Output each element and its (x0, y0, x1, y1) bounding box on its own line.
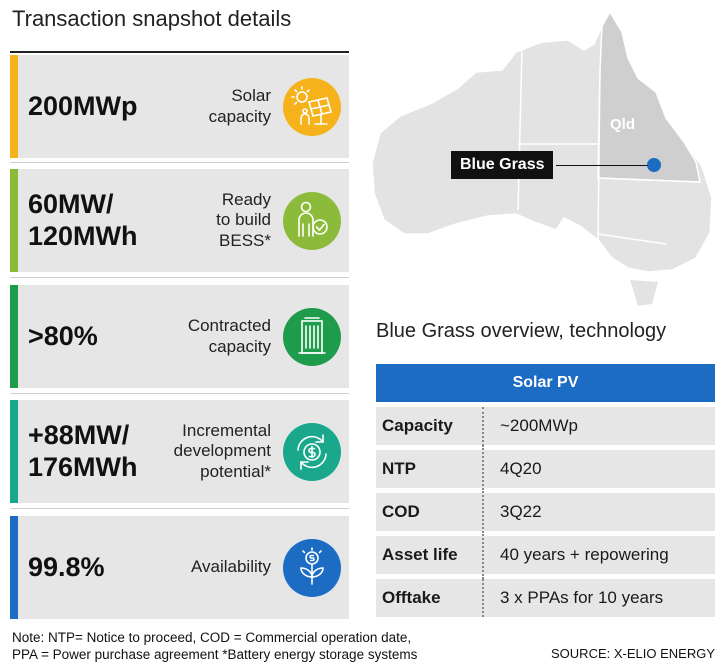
card-divider (10, 508, 349, 509)
stat-label: Solar capacity (208, 86, 271, 126)
row-value: 3 x PPAs for 10 years (500, 588, 664, 607)
row-value: 40 years + repowering (500, 545, 669, 564)
column-divider (482, 574, 484, 617)
card-accent-bar (10, 169, 18, 272)
stat-label: Contracted capacity (187, 316, 271, 356)
australia-map (366, 8, 721, 313)
site-leader-line (556, 165, 648, 166)
site-label: Blue Grass (451, 151, 554, 179)
solar-panel-icon (283, 77, 341, 136)
row-key: Offtake (382, 588, 441, 607)
row-key: NTP (382, 459, 416, 478)
table-row: Offtake 3 x PPAs for 10 years (376, 574, 715, 617)
stat-card-contracted-capacity: >80% Contracted capacity (10, 285, 349, 388)
overview-table: Solar PV Capacity ~200MWp NTP 4Q20 COD 3… (376, 364, 715, 617)
card-accent-bar (10, 516, 18, 619)
table-header: Solar PV (376, 364, 715, 402)
column-divider (482, 445, 484, 493)
queensland-region (597, 10, 701, 183)
stat-value: 200MWp (28, 90, 138, 121)
stat-label: Incremental development potential* (173, 421, 271, 481)
card-divider (10, 162, 349, 163)
footnote: Note: NTP= Notice to proceed, COD = Comm… (12, 630, 418, 662)
column-divider (482, 531, 484, 579)
card-accent-bar (10, 400, 18, 503)
card-accent-bar (10, 285, 18, 388)
row-value: 4Q20 (500, 459, 542, 478)
column-divider (482, 488, 484, 536)
stat-card-solar-capacity: 200MWp Solar capacity (10, 55, 349, 158)
card-divider (10, 277, 349, 278)
page-title: Transaction snapshot details (12, 6, 292, 31)
tasmania (630, 280, 658, 306)
source-credit: SOURCE: X-ELIO ENERGY (551, 646, 715, 661)
row-key: Capacity (382, 416, 453, 435)
stat-label: Availability (190, 557, 271, 577)
stat-value: 99.8% (28, 551, 105, 582)
stat-label: Ready to build BESS* (216, 190, 271, 250)
row-key: Asset life (382, 545, 458, 564)
office-building-icon (283, 307, 341, 366)
table-row: Asset life 40 years + repowering (376, 531, 715, 579)
table-row: Capacity ~200MWp (376, 407, 715, 450)
dollar-cycle-icon (283, 422, 341, 481)
sprout-coin-icon (283, 538, 341, 597)
table-row: NTP 4Q20 (376, 445, 715, 493)
stat-value: >80% (28, 320, 98, 351)
card-accent-bar (10, 55, 18, 158)
stat-card-bess: 60MW/ 120MWh Ready to build BESS* (10, 169, 349, 272)
stat-value: +88MW/ 176MWh (28, 419, 138, 482)
region-label: Qld (610, 116, 635, 133)
table-row: COD 3Q22 (376, 488, 715, 536)
stat-value: 60MW/ 120MWh (28, 188, 138, 251)
stat-card-availability: 99.8% Availability (10, 516, 349, 619)
stat-card-incremental-potential: +88MW/ 176MWh Incremental development po… (10, 400, 349, 503)
site-marker (647, 158, 661, 172)
row-value: ~200MWp (500, 416, 578, 435)
overview-title: Blue Grass overview, technology (376, 320, 667, 342)
row-key: COD (382, 502, 420, 521)
person-check-icon (283, 191, 341, 250)
row-value: 3Q22 (500, 502, 542, 521)
column-divider (482, 407, 484, 450)
title-divider (10, 51, 349, 53)
card-divider (10, 393, 349, 394)
